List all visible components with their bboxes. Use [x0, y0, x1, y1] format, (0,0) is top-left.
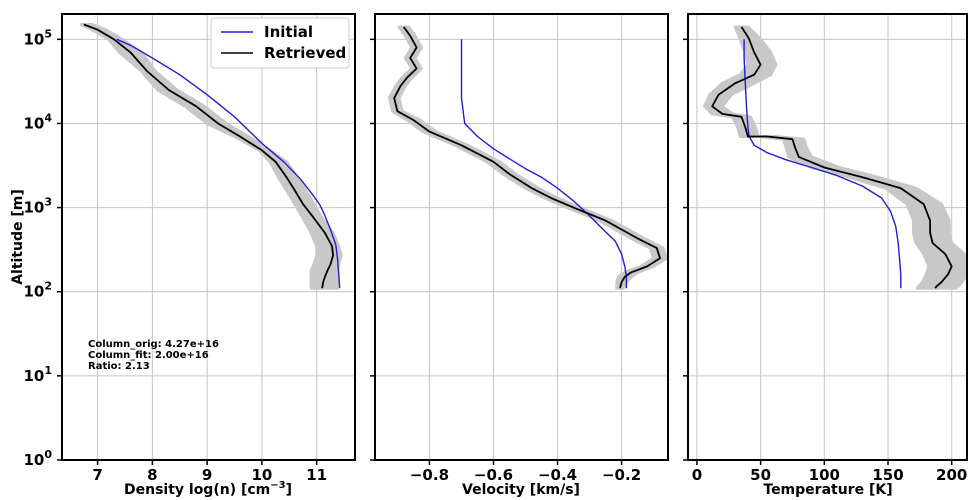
initial-line — [116, 38, 341, 289]
y-tick-exponent: 3 — [44, 196, 52, 209]
x-tick-label: 100 — [809, 466, 840, 484]
x-tick-label: 50 — [750, 466, 771, 484]
y-tick-label: 100 — [23, 448, 52, 469]
velocity-x-ticks: −0.8 −0.6 −0.4 −0.2 — [410, 460, 641, 484]
density-grid — [62, 14, 355, 461]
legend-box — [210, 17, 350, 69]
temperature-series — [711, 26, 953, 289]
y-tick-exponent: 1 — [44, 364, 52, 377]
velocity-axes-frame — [374, 13, 669, 461]
y-tick-exponent: 5 — [44, 27, 52, 40]
uncertainty-band — [79, 23, 343, 290]
temperature-uncertainty-band — [703, 25, 967, 290]
x-tick-label: 11 — [306, 466, 327, 484]
initial-line — [460, 39, 628, 289]
x-tick-label: 7 — [92, 466, 102, 484]
velocity-grid — [375, 14, 668, 461]
y-tick-label: 102 — [23, 280, 52, 301]
velocity-panel: −0.8 −0.6 −0.4 −0.2 Velocity [km/s] — [370, 13, 669, 498]
annotation-column-fit: Column_fit: 2.00e+16 — [88, 350, 209, 361]
y-tick-exponent: 2 — [44, 280, 52, 293]
annotation-column-orig: Column_orig: 4.27e+16 — [88, 339, 219, 350]
retrieved-line — [393, 26, 661, 289]
y-tick-label: 104 — [23, 111, 52, 132]
density-series — [83, 23, 341, 289]
x-tick-label: −0.8 — [410, 466, 449, 484]
y-tick-label: 101 — [23, 364, 52, 385]
y-tick-exponent: 0 — [44, 448, 52, 461]
density-uncertainty-band — [79, 23, 343, 290]
y-tick-label: 105 — [23, 27, 52, 48]
density-x-ticks: 7 8 9 10 11 — [92, 460, 327, 484]
legend-retrieved-label: Retrieved — [264, 44, 346, 62]
temperature-panel: 0 50 100 150 200 Temperature [K] — [683, 13, 968, 498]
y-axis-label: Altitude [m] — [10, 189, 26, 285]
x-tick-label: −0.6 — [474, 466, 513, 484]
x-tick-label: 200 — [936, 466, 967, 484]
legend: Initial Retrieved — [210, 17, 350, 69]
x-tick-label: 8 — [147, 466, 157, 484]
velocity-series — [393, 26, 661, 289]
retrieved-line — [83, 23, 334, 289]
x-tick-label: 0 — [692, 466, 702, 484]
legend-initial-label: Initial — [264, 23, 313, 41]
velocity-x-axis-label: Velocity [km/s] — [462, 482, 580, 498]
y-tick-label: 103 — [23, 196, 52, 217]
density-x-axis-label: Density log(n) [cm−3] — [124, 480, 292, 498]
x-tick-label: 10 — [251, 466, 272, 484]
annotation-ratio: Ratio: 2.13 — [88, 361, 150, 372]
temperature-x-axis-label: Temperature [K] — [763, 482, 892, 498]
density-axes-frame — [61, 13, 356, 461]
temperature-x-ticks: 0 50 100 150 200 — [692, 460, 967, 484]
x-tick-label: −0.4 — [538, 466, 577, 484]
y-tick-exponent: 4 — [44, 111, 52, 124]
uncertainty-band — [387, 25, 668, 290]
x-tick-label: 150 — [872, 466, 903, 484]
uncertainty-band — [703, 25, 967, 290]
retrieved-line — [711, 26, 953, 289]
x-tick-label: 9 — [202, 466, 212, 484]
velocity-uncertainty-band — [387, 25, 668, 290]
x-tick-label: −0.2 — [602, 466, 641, 484]
initial-line — [743, 39, 902, 289]
temperature-axes-frame — [687, 13, 968, 461]
